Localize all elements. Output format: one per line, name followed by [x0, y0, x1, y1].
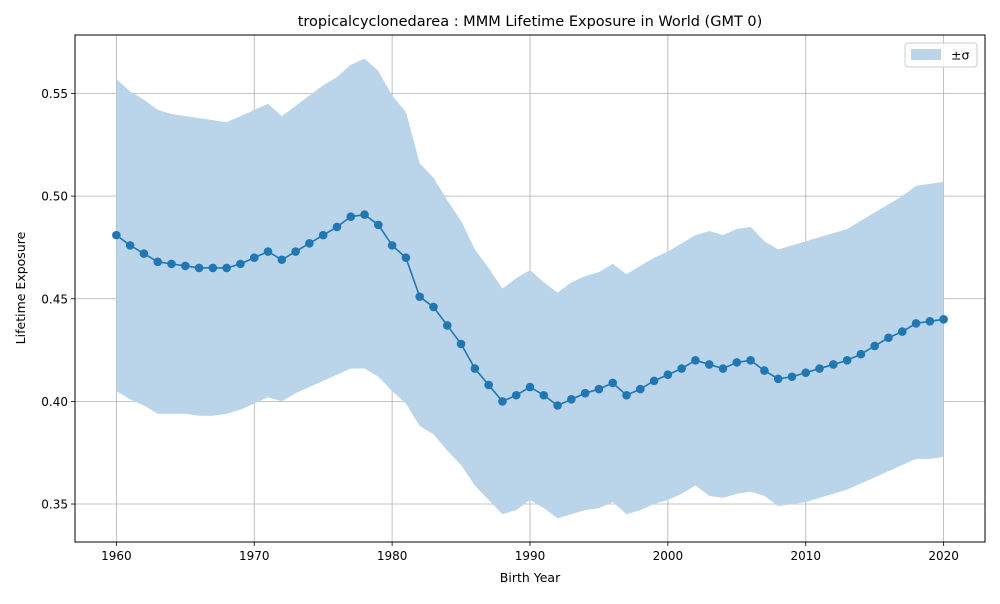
y-axis-label: Lifetime Exposure — [13, 231, 28, 344]
sigma-band — [116, 58, 944, 519]
y-tick-label: 0.35 — [41, 498, 68, 512]
data-point — [249, 253, 259, 263]
data-point — [318, 230, 328, 240]
data-point — [194, 263, 204, 273]
legend-swatch-sigma — [911, 49, 941, 60]
y-tick-label: 0.55 — [41, 87, 68, 101]
y-tick-label: 0.40 — [41, 395, 68, 409]
data-point — [884, 333, 893, 343]
data-point — [415, 292, 425, 302]
data-point — [939, 314, 948, 324]
chart-title: tropicalcyclonedarea : MMM Lifetime Expo… — [298, 14, 763, 30]
data-point — [594, 384, 604, 394]
x-tick-label: 2000 — [653, 549, 684, 563]
data-point — [663, 370, 673, 380]
data-point — [636, 384, 645, 394]
data-point — [484, 380, 493, 390]
data-point — [842, 356, 852, 365]
x-tick-label: 1990 — [515, 549, 546, 563]
data-point — [291, 247, 300, 256]
data-point — [911, 319, 921, 328]
data-point — [346, 212, 356, 221]
data-point — [649, 376, 659, 386]
x-tick-label: 1960 — [101, 549, 132, 563]
y-tick-label: 0.45 — [41, 292, 68, 306]
data-point — [718, 364, 728, 373]
data-point — [622, 390, 631, 400]
data-point — [773, 374, 783, 384]
x-axis-label: Birth Year — [500, 570, 561, 585]
data-point — [442, 321, 452, 330]
data-point — [856, 349, 866, 359]
x-tick-label: 2020 — [928, 549, 959, 563]
data-point — [236, 259, 245, 269]
data-point — [498, 397, 507, 406]
data-point — [608, 378, 618, 388]
y-axis-ticks: 0.35 0.40 0.45 0.50 0.55 — [41, 87, 75, 512]
data-point — [677, 364, 686, 373]
data-point — [456, 339, 466, 349]
data-point — [277, 255, 287, 265]
data-point — [167, 259, 176, 269]
data-point — [470, 364, 480, 373]
data-point — [525, 382, 535, 392]
data-point — [222, 263, 231, 273]
data-point — [360, 210, 369, 219]
data-point — [208, 263, 218, 273]
data-point — [511, 390, 521, 400]
data-point — [732, 358, 742, 367]
data-point — [897, 327, 907, 336]
series-points-layer — [112, 210, 948, 410]
data-point — [539, 390, 549, 400]
x-tick-label: 2010 — [790, 549, 821, 563]
sigma-band-layer — [116, 58, 944, 519]
data-point — [332, 222, 342, 232]
x-tick-label: 1970 — [239, 549, 270, 563]
data-point — [374, 220, 383, 230]
data-point — [829, 360, 838, 369]
data-point — [580, 388, 590, 398]
data-point — [567, 395, 576, 404]
x-axis-ticks: 1960 1970 1980 1990 2000 2010 2020 — [101, 542, 959, 563]
data-point — [925, 317, 935, 326]
data-point — [181, 261, 190, 271]
data-point — [870, 341, 879, 351]
data-point — [553, 401, 562, 410]
y-tick-label: 0.50 — [41, 190, 68, 204]
data-point — [112, 230, 121, 240]
data-point — [787, 372, 797, 382]
data-point — [401, 253, 411, 263]
legend: ±σ — [904, 42, 978, 68]
data-point — [704, 360, 714, 369]
data-point — [691, 356, 700, 365]
data-point — [760, 366, 769, 375]
data-point — [429, 302, 438, 312]
data-point — [387, 241, 397, 250]
data-point — [139, 249, 149, 258]
data-point — [801, 368, 811, 377]
data-point — [815, 364, 824, 373]
data-point — [746, 356, 755, 365]
data-point — [263, 247, 273, 256]
data-point — [153, 257, 163, 267]
x-tick-label: 1980 — [377, 549, 408, 563]
data-point — [305, 239, 314, 248]
data-point — [125, 241, 135, 250]
legend-label-sigma: ±σ — [951, 48, 969, 63]
